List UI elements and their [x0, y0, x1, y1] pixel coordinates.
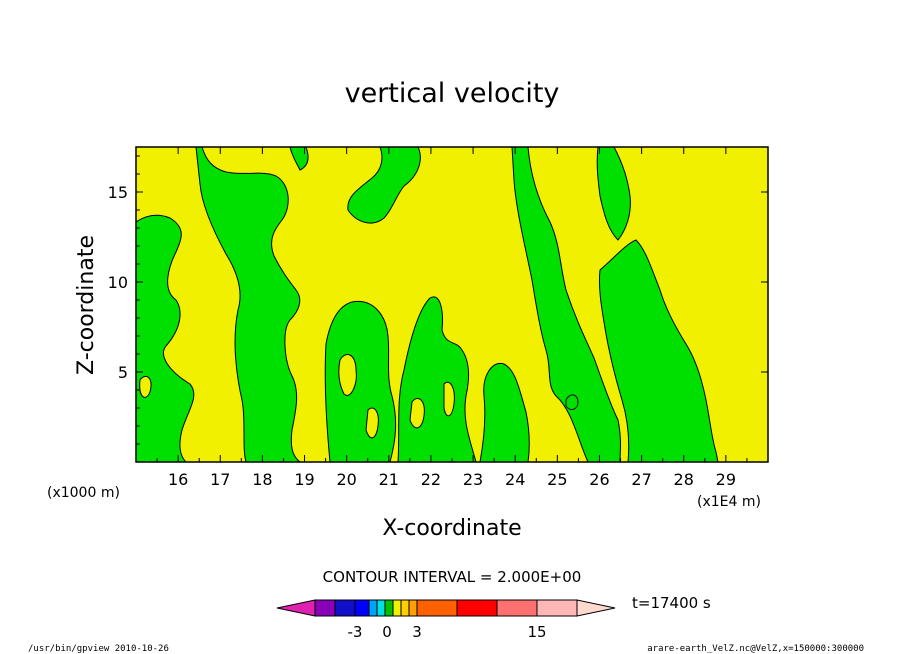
y-axis: 5 10 15	[108, 155, 768, 445]
x-tick-label: 19	[294, 470, 314, 489]
footer-right: arare-earth_VelZ.nc@VelZ,x=150000:300000	[647, 644, 864, 654]
yellow-pocket	[139, 376, 152, 398]
footer-left: /usr/bin/gpview 2010-10-26	[28, 644, 169, 654]
colorbar-label: 0	[382, 623, 392, 641]
x-tick-label: 25	[547, 470, 567, 489]
green-region	[195, 147, 301, 462]
y-tick-label: 15	[108, 183, 128, 202]
x-tick-label: 27	[631, 470, 651, 489]
colorbar: -3 0 3 15	[276, 599, 616, 641]
contour-interval-label: CONTOUR INTERVAL = 2.000E+00	[323, 568, 582, 586]
colorbar-label: -3	[348, 623, 363, 641]
green-region	[598, 239, 719, 462]
colorbar-segment	[368, 599, 378, 617]
chart-title: vertical velocity	[345, 78, 560, 109]
colorbar-segment	[400, 599, 410, 617]
colorbar-segment	[334, 599, 356, 617]
colorbar-max-arrow	[576, 599, 616, 617]
x-axis-scale-note: (x1E4 m)	[697, 494, 761, 510]
x-tick-label: 24	[505, 470, 525, 489]
colorbar-segment	[496, 599, 538, 617]
yellow-pocket	[338, 354, 357, 396]
colorbar-min-arrow	[276, 599, 316, 617]
colorbar-label: 3	[412, 623, 422, 641]
x-tick-label: 23	[463, 470, 483, 489]
colorbar-segment	[536, 599, 578, 617]
green-region	[289, 147, 309, 171]
x-tick-label: 17	[210, 470, 230, 489]
green-region	[347, 147, 421, 224]
x-axis-label: X-coordinate	[382, 516, 521, 541]
green-region	[324, 300, 397, 462]
plot-area	[136, 147, 768, 462]
y-axis-label: Z-coordinate	[74, 235, 99, 375]
yellow-pocket	[409, 398, 425, 429]
positive-velocity-pockets	[139, 354, 455, 439]
y-tick-label: 10	[108, 273, 128, 292]
x-tick-label: 21	[379, 470, 399, 489]
yellow-pocket	[443, 381, 455, 417]
green-region	[565, 394, 579, 410]
x-tick-label: 18	[252, 470, 272, 489]
colorbar-segment	[456, 599, 498, 617]
green-region	[511, 147, 621, 462]
colorbar-segment	[376, 599, 386, 617]
colorbar-segment	[408, 599, 418, 617]
x-tick-label: 16	[168, 470, 188, 489]
time-label: t=17400 s	[632, 594, 711, 612]
colorbar-segment	[314, 599, 336, 617]
x-axis: 16 17 18 19 20 21 22 23 24 25 26 27 28 29	[156, 147, 748, 489]
colorbar-segment	[416, 599, 458, 617]
x-tick-label: 29	[716, 470, 736, 489]
green-region	[596, 147, 631, 241]
y-tick-label: 5	[118, 363, 128, 382]
x-tick-label: 28	[674, 470, 694, 489]
green-region	[479, 362, 530, 462]
colorbar-segment	[392, 599, 402, 617]
x-tick-label: 20	[336, 470, 356, 489]
yellow-pocket	[365, 407, 379, 439]
x-tick-label: 26	[589, 470, 609, 489]
x-tick-label: 22	[421, 470, 441, 489]
colorbar-segment	[354, 599, 370, 617]
colorbar-segment	[384, 599, 394, 617]
colorbar-label: 15	[527, 623, 546, 641]
y-axis-scale-note: (x1000 m)	[47, 485, 120, 501]
